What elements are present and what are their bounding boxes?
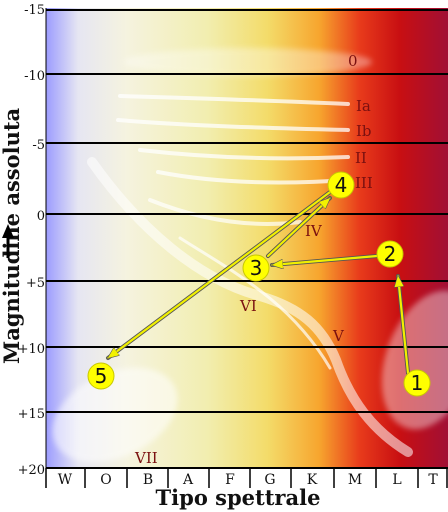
stage-marker-3: 3 bbox=[242, 254, 270, 282]
lum-class-label: VI bbox=[239, 297, 257, 315]
lum-class-label: V bbox=[332, 327, 345, 345]
lum-class-label: VII bbox=[134, 449, 158, 467]
y-tick: 0 bbox=[37, 209, 45, 224]
spectral-class-label: M bbox=[348, 472, 362, 488]
y-axis-ticks: -15 -10 -5 0 +5 +10 +15 +20 bbox=[18, 3, 45, 478]
luminosity-class-labels: 0 Ia Ib II III IV V VI VII bbox=[134, 52, 373, 467]
spectral-class-label: K bbox=[307, 472, 318, 488]
supergiant-region bbox=[124, 48, 372, 76]
spectral-class-label: B bbox=[143, 472, 153, 488]
y-tick: +5 bbox=[26, 276, 45, 291]
lum-class-label: IV bbox=[305, 222, 323, 240]
arrow-3-to-4 bbox=[266, 198, 330, 258]
stage-number: 2 bbox=[384, 242, 397, 266]
brown-dwarf-region bbox=[381, 290, 448, 430]
band-ia bbox=[118, 94, 350, 106]
up-arrow-icon bbox=[2, 224, 14, 258]
y-tick: +15 bbox=[18, 407, 45, 422]
arrow-2-to-3 bbox=[272, 254, 379, 265]
spectral-class-label: W bbox=[58, 472, 73, 488]
lum-class-label: Ib bbox=[356, 122, 372, 140]
stage-markers: 1 2 3 4 5 bbox=[87, 171, 431, 397]
stage-marker-1: 1 bbox=[403, 369, 431, 397]
band-main-sequence bbox=[87, 157, 413, 457]
spectral-class-label: O bbox=[100, 472, 111, 488]
band-iii bbox=[156, 170, 350, 185]
stage-number: 4 bbox=[335, 173, 348, 197]
evolution-arrows bbox=[106, 190, 410, 375]
band-vi bbox=[178, 236, 332, 370]
magnitude-lines bbox=[46, 9, 448, 413]
stage-marker-4: 4 bbox=[327, 171, 355, 199]
y-tick: -5 bbox=[32, 138, 45, 153]
y-tick: +10 bbox=[18, 342, 45, 357]
arrow-1-to-2 bbox=[398, 276, 410, 375]
lum-class-label: Ia bbox=[356, 97, 371, 115]
stage-marker-2: 2 bbox=[376, 240, 404, 268]
spectral-class-label: F bbox=[225, 472, 235, 488]
spectral-class-label: T bbox=[428, 472, 438, 488]
lum-class-label: 0 bbox=[348, 52, 358, 70]
luminosity-bands bbox=[87, 94, 413, 457]
stage-number: 1 bbox=[411, 371, 424, 395]
x-axis-title: Tipo spettrale bbox=[156, 485, 321, 510]
spectral-class-axis: W O B A F G K M L T bbox=[45, 468, 448, 488]
spectral-class-label: L bbox=[392, 472, 401, 488]
band-ii bbox=[138, 148, 350, 161]
spectral-class-label: G bbox=[264, 472, 275, 488]
y-tick: -10 bbox=[24, 69, 45, 84]
y-tick: +20 bbox=[18, 463, 45, 478]
lum-class-label: III bbox=[355, 174, 373, 192]
arrow-4-to-5 bbox=[108, 190, 332, 360]
band-ib bbox=[116, 118, 350, 132]
band-iv bbox=[148, 198, 302, 226]
white-dwarf-region bbox=[52, 367, 178, 463]
stage-marker-5: 5 bbox=[87, 362, 115, 390]
spectral-class-label: A bbox=[182, 472, 194, 488]
lum-class-label: II bbox=[355, 149, 367, 167]
stage-number: 5 bbox=[95, 364, 108, 388]
stage-number: 3 bbox=[250, 256, 263, 280]
y-tick: -15 bbox=[24, 3, 45, 18]
